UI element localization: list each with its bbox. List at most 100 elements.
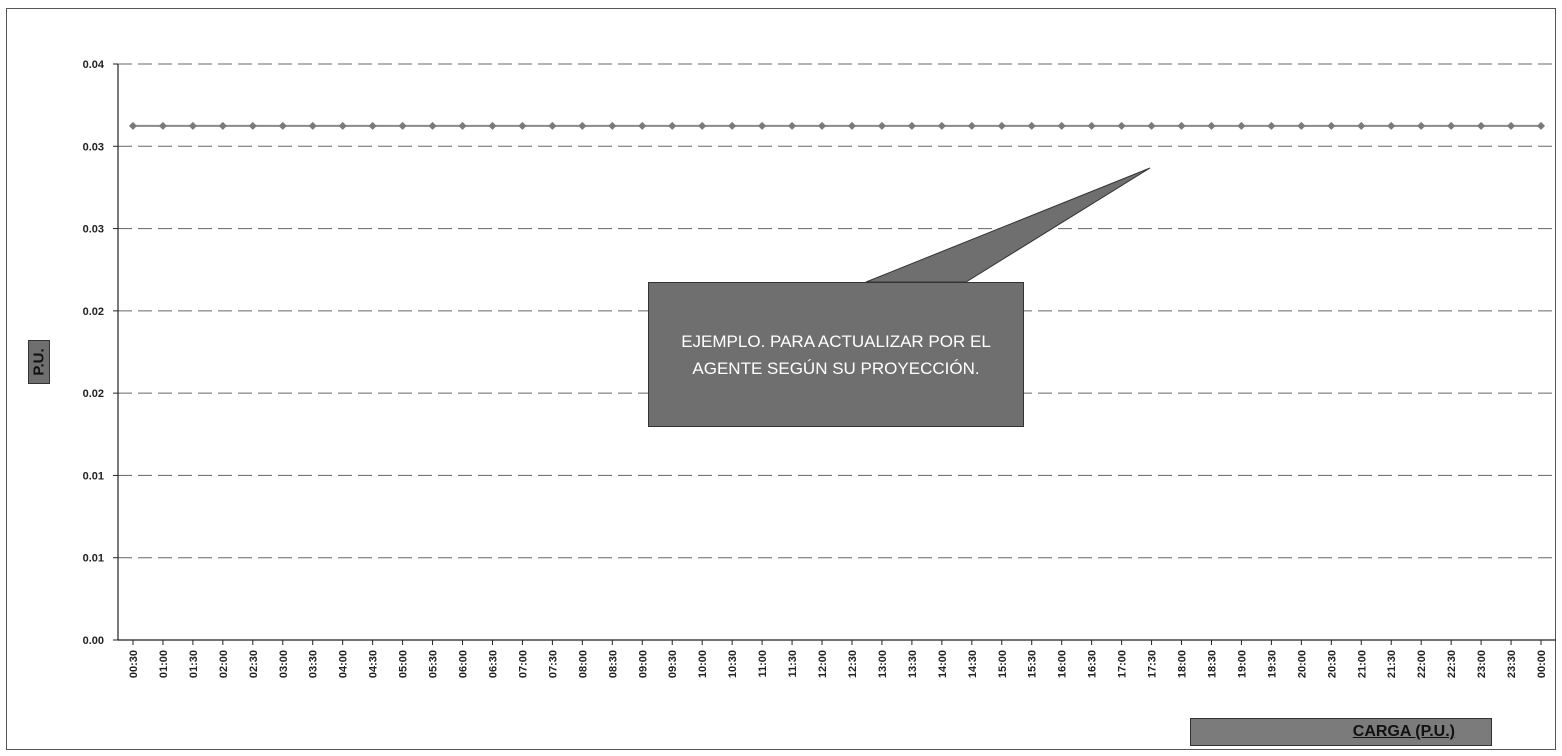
data-point [847, 121, 856, 130]
x-tick-label: 11:00 [757, 650, 769, 678]
x-tick-label: 06:30 [487, 650, 499, 678]
x-tick-label: 10:30 [727, 650, 739, 678]
data-point [518, 121, 527, 130]
callout-pointer [865, 167, 1151, 283]
data-point [1297, 121, 1306, 130]
x-tick-label: 11:30 [787, 650, 799, 678]
data-point [428, 121, 437, 130]
x-tick-label: 23:30 [1506, 650, 1518, 678]
data-point [128, 121, 137, 130]
data-point [907, 121, 916, 130]
data-point [698, 121, 707, 130]
y-axis-label-box: P.U. [28, 340, 50, 384]
x-tick-label: 02:00 [218, 650, 230, 678]
x-tick-label: 07:30 [547, 650, 559, 678]
x-tick-label: 16:00 [1057, 650, 1069, 678]
x-tick-label: 22:30 [1446, 650, 1458, 678]
data-point [1477, 121, 1486, 130]
data-point [548, 121, 557, 130]
x-tick-label: 10:00 [697, 650, 709, 678]
x-tick-label: 07:00 [517, 650, 529, 678]
x-tick-label: 14:00 [937, 650, 949, 678]
data-point [458, 121, 467, 130]
x-tick-label: 05:30 [428, 650, 440, 678]
y-tick-label: 0.03 [83, 224, 104, 236]
y-tick-label: 0.01 [83, 553, 104, 565]
data-point [1537, 121, 1546, 130]
y-tick-label: 0.01 [83, 470, 104, 482]
data-point [218, 121, 227, 130]
data-point [1417, 121, 1426, 130]
x-tick-label: 13:00 [877, 650, 889, 678]
x-tick-label: 01:30 [188, 650, 200, 678]
x-tick-label: 20:30 [1326, 650, 1338, 678]
x-tick-label: 09:00 [637, 650, 649, 678]
annotation-text: EJEMPLO. PARA ACTUALIZAR POR EL AGENTE S… [681, 331, 991, 378]
x-tick-label: 08:00 [577, 650, 589, 678]
x-tick-label: 13:30 [907, 650, 919, 678]
data-point [967, 121, 976, 130]
data-point [668, 121, 677, 130]
x-tick-label: 04:30 [368, 650, 380, 678]
x-tick-label: 23:00 [1476, 650, 1488, 678]
data-point [248, 121, 257, 130]
x-tick-label: 12:00 [817, 650, 829, 678]
data-point [188, 121, 197, 130]
data-point [638, 121, 647, 130]
data-point [1117, 121, 1126, 130]
data-point [368, 121, 377, 130]
x-tick-label: 12:30 [847, 650, 859, 678]
x-tick-label: 01:00 [158, 650, 170, 678]
x-tick-label: 04:00 [338, 650, 350, 678]
data-point [338, 121, 347, 130]
data-point [158, 121, 167, 130]
x-tick-label: 05:00 [398, 650, 410, 678]
x-tick-label: 21:30 [1386, 650, 1398, 678]
data-point [937, 121, 946, 130]
x-tick-label: 17:00 [1117, 650, 1129, 678]
x-tick-label: 16:30 [1087, 650, 1099, 678]
annotation-callout: EJEMPLO. PARA ACTUALIZAR POR EL AGENTE S… [648, 282, 1024, 427]
data-point [608, 121, 617, 130]
data-point [1177, 121, 1186, 130]
data-point [758, 121, 767, 130]
data-point [398, 121, 407, 130]
x-tick-label: 00:30 [128, 650, 140, 678]
data-point [788, 121, 797, 130]
legend-label: CARGA (P.U.) [1352, 723, 1455, 740]
x-tick-label: 00:00 [1536, 650, 1548, 678]
x-tick-label: 21:00 [1356, 650, 1368, 678]
data-point [1387, 121, 1396, 130]
data-point [488, 121, 497, 130]
data-point [1087, 121, 1096, 130]
data-point [1237, 121, 1246, 130]
data-point [1357, 121, 1366, 130]
data-point [308, 121, 317, 130]
x-tick-label: 20:00 [1296, 650, 1308, 678]
x-tick-label: 15:30 [1027, 650, 1039, 678]
data-point [818, 121, 827, 130]
x-tick-label: 22:00 [1416, 650, 1428, 678]
y-axis-label: P.U. [30, 348, 48, 376]
x-tick-label: 14:30 [967, 650, 979, 678]
x-tick-label: 03:00 [278, 650, 290, 678]
legend: CARGA (P.U.) [1190, 718, 1492, 746]
data-point [1027, 121, 1036, 130]
y-tick-label: 0.02 [83, 306, 104, 318]
data-point [578, 121, 587, 130]
x-tick-label: 03:30 [308, 650, 320, 678]
data-point [877, 121, 886, 130]
x-tick-label: 19:00 [1236, 650, 1248, 678]
x-tick-label: 09:30 [667, 650, 679, 678]
y-tick-label: 0.04 [83, 59, 105, 71]
x-tick-label: 02:30 [248, 650, 260, 678]
y-tick-label: 0.00 [83, 635, 104, 647]
data-point [1507, 121, 1516, 130]
x-tick-label: 19:30 [1266, 650, 1278, 678]
data-point [1327, 121, 1336, 130]
x-tick-label: 17:30 [1147, 650, 1159, 678]
data-point [1147, 121, 1156, 130]
y-tick-label: 0.02 [83, 388, 104, 400]
data-point [1207, 121, 1216, 130]
